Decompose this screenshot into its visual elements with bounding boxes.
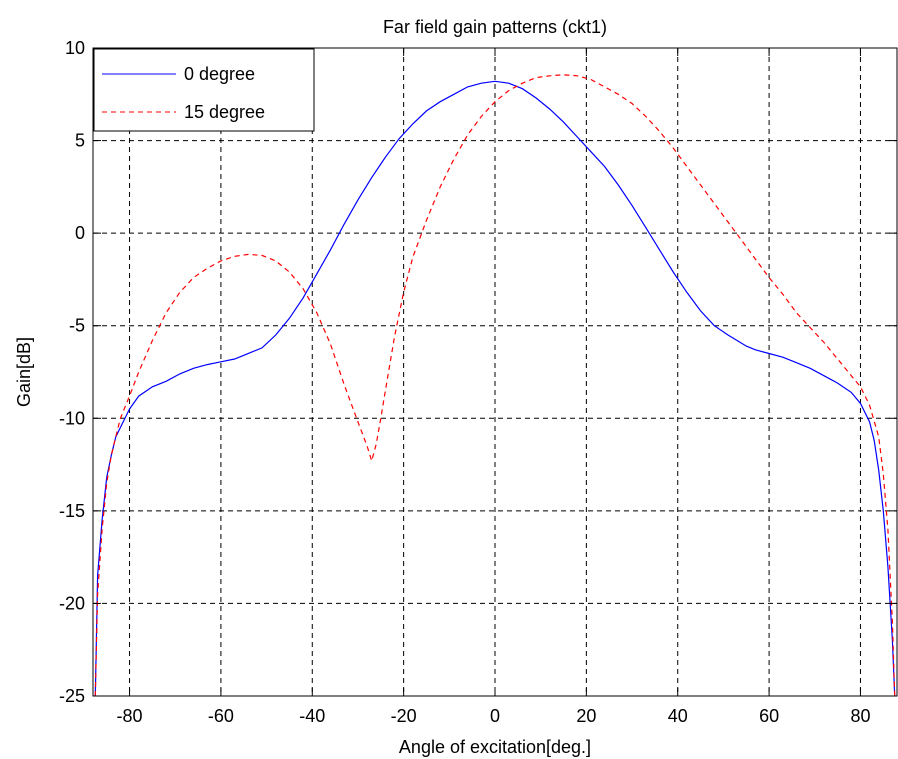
y-tick-labels: 10 5 0 -5 -10 -15 -20 -25 xyxy=(59,38,85,706)
legend-label-15-degree: 15 degree xyxy=(184,102,265,122)
x-tick-label: -60 xyxy=(208,706,234,726)
grid-lines xyxy=(93,48,897,696)
series-line-0-degree xyxy=(94,80,896,697)
x-tick-label: -20 xyxy=(391,706,417,726)
legend-box xyxy=(93,48,315,132)
x-tick-labels: -80 -60 -40 -20 0 20 40 60 80 xyxy=(117,706,871,726)
x-tick-label: 20 xyxy=(576,706,596,726)
y-tick-label: -5 xyxy=(69,316,85,336)
x-tick-label: 40 xyxy=(668,706,688,726)
plot-area xyxy=(92,47,898,697)
x-tick-label: -40 xyxy=(299,706,325,726)
y-tick-label: 0 xyxy=(75,223,85,243)
y-tick-label: -10 xyxy=(59,408,85,428)
y-tick-label: -20 xyxy=(59,593,85,613)
y-tick-label: 5 xyxy=(75,131,85,151)
x-tick-label: 80 xyxy=(850,706,870,726)
series-lines xyxy=(94,74,896,697)
y-tick-label: -15 xyxy=(59,501,85,521)
x-tick-label: -80 xyxy=(117,706,143,726)
x-tick-label: 0 xyxy=(490,706,500,726)
y-tick-label: 10 xyxy=(65,38,85,58)
x-tick-label: 60 xyxy=(759,706,779,726)
y-tick-label: -25 xyxy=(59,686,85,706)
series-line-15-degree xyxy=(94,74,896,697)
legend-label-0-degree: 0 degree xyxy=(184,64,255,84)
chart-title: Far field gain patterns (ckt1) xyxy=(383,17,607,37)
y-axis-label: Gain[dB] xyxy=(14,337,34,407)
legend: 0 degree 15 degree xyxy=(93,48,315,132)
x-axis-label: Angle of excitation[deg.] xyxy=(399,737,591,757)
